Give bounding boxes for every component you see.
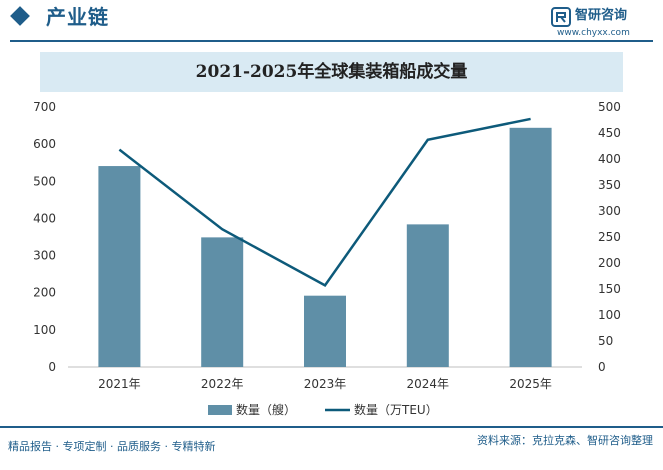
x-axis-tick-label: 2025年 [509, 377, 552, 391]
brand-logo-icon [551, 7, 571, 27]
left-axis-tick-label: 0 [48, 360, 56, 374]
left-axis-tick-label: 300 [33, 249, 56, 263]
header: 产业链 智研咨询 www.chyxx.com [0, 0, 663, 40]
x-axis-tick-label: 2022年 [201, 377, 244, 391]
left-axis-tick-label: 600 [33, 137, 56, 151]
legend-label-line: 数量（万TEU） [354, 402, 438, 417]
bar [201, 237, 244, 367]
legend-label-bar: 数量（艘） [236, 402, 296, 417]
legend-swatch-bar [208, 405, 232, 415]
x-axis-tick-label: 2021年 [98, 377, 141, 391]
chart-title-band: 2021-2025年全球集装箱船成交量 [40, 52, 623, 92]
section-title: 产业链 [46, 5, 109, 29]
right-axis-tick-label: 100 [598, 308, 621, 322]
x-axis-tick-label: 2024年 [407, 377, 450, 391]
right-axis-tick-label: 500 [598, 100, 621, 114]
left-axis-tick-label: 400 [33, 211, 56, 225]
right-axis-tick-label: 300 [598, 204, 621, 218]
diamond-icon [10, 6, 30, 26]
bar [509, 127, 552, 367]
bar [304, 295, 346, 367]
right-axis-tick-label: 50 [598, 334, 613, 348]
data-source: 资料来源：克拉克森、智研咨询整理 [477, 434, 653, 447]
header-divider [10, 40, 653, 42]
chart: 0 100 200 300 400 500 600 700 0 50 100 150 200 250 300… [33, 100, 621, 417]
right-axis-tick-label: 450 [598, 126, 621, 140]
brand[interactable]: 智研咨询 www.chyxx.com [551, 5, 651, 39]
left-axis-tick-label: 500 [33, 174, 56, 188]
right-axis-tick-label: 0 [598, 360, 606, 374]
left-axis-tick-label: 200 [33, 286, 56, 300]
right-axis-tick-label: 200 [598, 256, 621, 270]
footer-slogan: 精品报告 · 专项定制 · 品质服务 · 专精特新 [8, 440, 216, 453]
right-axis-tick-label: 350 [598, 178, 621, 192]
brand-name: 智研咨询 [575, 8, 628, 23]
right-axis-tick-label: 150 [598, 282, 621, 296]
left-axis-tick-label: 100 [33, 323, 56, 337]
right-axis-tick-label: 250 [598, 230, 621, 244]
series-line [118, 117, 531, 287]
x-axis-tick-label: 2023年 [304, 377, 347, 391]
bar [406, 224, 449, 367]
brand-url: www.chyxx.com [557, 28, 630, 38]
chart-title: 2021-2025年全球集装箱船成交量 [195, 62, 468, 82]
bar [98, 166, 141, 367]
left-axis-tick-label: 700 [33, 100, 56, 114]
right-axis-tick-label: 400 [598, 152, 621, 166]
footer-divider [0, 426, 663, 428]
